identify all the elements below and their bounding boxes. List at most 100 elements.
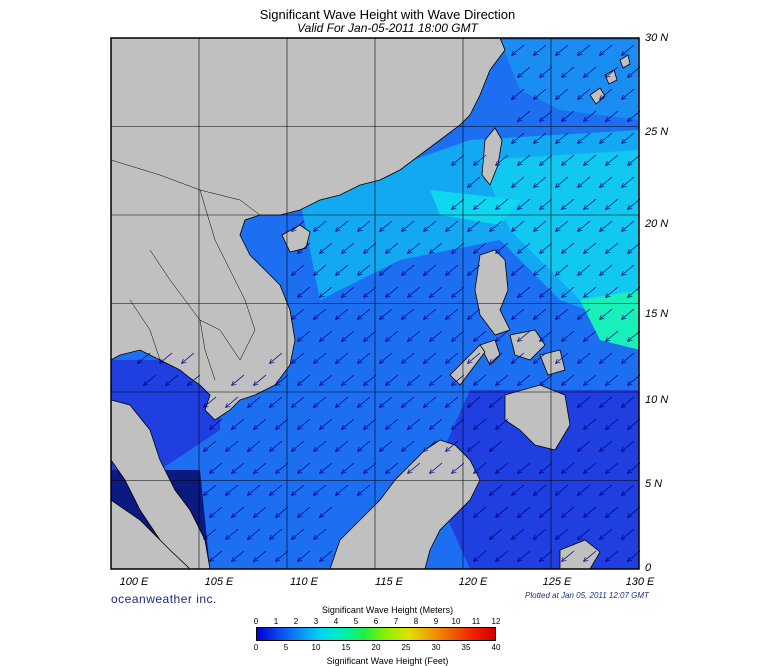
meters-tick-label: 5 bbox=[353, 617, 359, 626]
wave-arrow bbox=[490, 484, 503, 495]
wave-arrow bbox=[342, 330, 355, 341]
wave-arrow bbox=[606, 110, 619, 121]
wave-arrow bbox=[468, 264, 481, 275]
wave-arrow bbox=[248, 440, 261, 451]
wave-arrow bbox=[606, 330, 619, 341]
wave-arrow bbox=[512, 484, 525, 495]
wave-arrow bbox=[578, 132, 591, 143]
lon-label-120e: 120 E bbox=[458, 576, 488, 588]
colorbar-title-meters: Significant Wave Height (Meters) bbox=[321, 605, 454, 615]
wave-arrow bbox=[254, 462, 267, 473]
wave-arrow bbox=[584, 286, 597, 297]
wave-arrow bbox=[540, 550, 553, 561]
meters-tick-label: 11 bbox=[471, 617, 481, 626]
wave-arrow bbox=[314, 396, 327, 407]
wave-arrow bbox=[232, 374, 245, 385]
wave-arrow bbox=[496, 462, 509, 473]
wave-arrow bbox=[320, 462, 333, 473]
wave-arrow bbox=[518, 66, 531, 77]
wave-arrow bbox=[254, 506, 267, 517]
wave-arrow bbox=[474, 418, 487, 429]
wave-arrow bbox=[606, 550, 619, 561]
lon-label-105e: 105 E bbox=[204, 576, 234, 588]
wave-arrow bbox=[606, 66, 619, 77]
wave-arrow bbox=[402, 220, 415, 231]
wave-arrow bbox=[452, 286, 465, 297]
wave-arrow bbox=[452, 374, 465, 385]
wave-arrow bbox=[320, 330, 333, 341]
wave-arrow bbox=[320, 286, 333, 297]
wave-arrow bbox=[452, 462, 465, 473]
wave-arrow bbox=[578, 176, 591, 187]
wave-arrow bbox=[298, 286, 311, 297]
wave-arrow bbox=[358, 220, 371, 231]
wave-arrow bbox=[496, 242, 509, 253]
meters-tick-label: 0 bbox=[253, 617, 259, 626]
wave-arrow bbox=[386, 462, 399, 473]
wave-arrow bbox=[540, 110, 553, 121]
wave-arrow bbox=[270, 440, 283, 451]
feet-tick-label: 5 bbox=[283, 643, 289, 652]
wave-zone-peak bbox=[580, 290, 639, 350]
wave-arrow bbox=[578, 440, 591, 451]
map-title: Significant Wave Height with Wave Direct… bbox=[259, 7, 516, 22]
wave-arrow bbox=[402, 264, 415, 275]
wave-arrow bbox=[556, 264, 569, 275]
wave-arrow bbox=[358, 264, 371, 275]
feet-tick-label: 0 bbox=[253, 643, 259, 652]
wave-arrow bbox=[468, 176, 481, 187]
wave-arrow bbox=[314, 440, 327, 451]
wave-arrow bbox=[232, 550, 245, 561]
wave-arrow bbox=[606, 374, 619, 385]
wave-arrow bbox=[402, 308, 415, 319]
wave-arrow bbox=[518, 110, 531, 121]
wave-arrow bbox=[534, 528, 547, 539]
meters-tick-label: 3 bbox=[313, 617, 319, 626]
wave-arrow bbox=[424, 220, 437, 231]
wave-arrow bbox=[336, 484, 349, 495]
wave-arrow bbox=[518, 506, 531, 517]
feet-tick-label: 20 bbox=[371, 643, 381, 652]
wave-arrow bbox=[474, 242, 487, 253]
wave-arrow bbox=[518, 154, 531, 165]
wave-arrow bbox=[468, 220, 481, 231]
meters-tick-label: 1 bbox=[273, 617, 279, 626]
wave-arrow bbox=[518, 462, 531, 473]
wave-arrow bbox=[628, 330, 641, 341]
wave-arrow bbox=[204, 396, 217, 407]
wave-arrow bbox=[276, 506, 289, 517]
feet-tick-label: 40 bbox=[491, 643, 501, 652]
wave-arrow bbox=[556, 308, 569, 319]
wave-arrow bbox=[336, 396, 349, 407]
lat-label-0: 0 bbox=[645, 562, 652, 574]
wave-arrow bbox=[584, 66, 597, 77]
wave-arrow bbox=[430, 418, 443, 429]
wave-arrow bbox=[276, 550, 289, 561]
wave-arrow bbox=[160, 352, 173, 363]
wave-arrow bbox=[556, 44, 569, 55]
wave-arrow bbox=[600, 528, 613, 539]
wave-arrow bbox=[446, 264, 459, 275]
wave-arrow bbox=[254, 418, 267, 429]
wave-arrow bbox=[386, 374, 399, 385]
wave-arrow bbox=[424, 264, 437, 275]
wave-arrow bbox=[562, 110, 575, 121]
wave-arrow bbox=[226, 484, 239, 495]
wave-arrow bbox=[314, 220, 327, 231]
wave-arrow bbox=[232, 506, 245, 517]
wave-arrow bbox=[430, 330, 443, 341]
wave-arrow bbox=[562, 154, 575, 165]
wave-arrow bbox=[248, 484, 261, 495]
lon-label-110e: 110 E bbox=[290, 576, 318, 588]
wave-arrow bbox=[364, 374, 377, 385]
wave-arrow bbox=[292, 440, 305, 451]
wave-arrow bbox=[446, 396, 459, 407]
wave-arrow bbox=[628, 198, 641, 209]
wave-arrow bbox=[556, 176, 569, 187]
wave-arrow bbox=[584, 242, 597, 253]
wave-arrow bbox=[408, 330, 421, 341]
wave-arrow bbox=[292, 484, 305, 495]
wave-arrow bbox=[540, 462, 553, 473]
wave-arrow bbox=[298, 418, 311, 429]
